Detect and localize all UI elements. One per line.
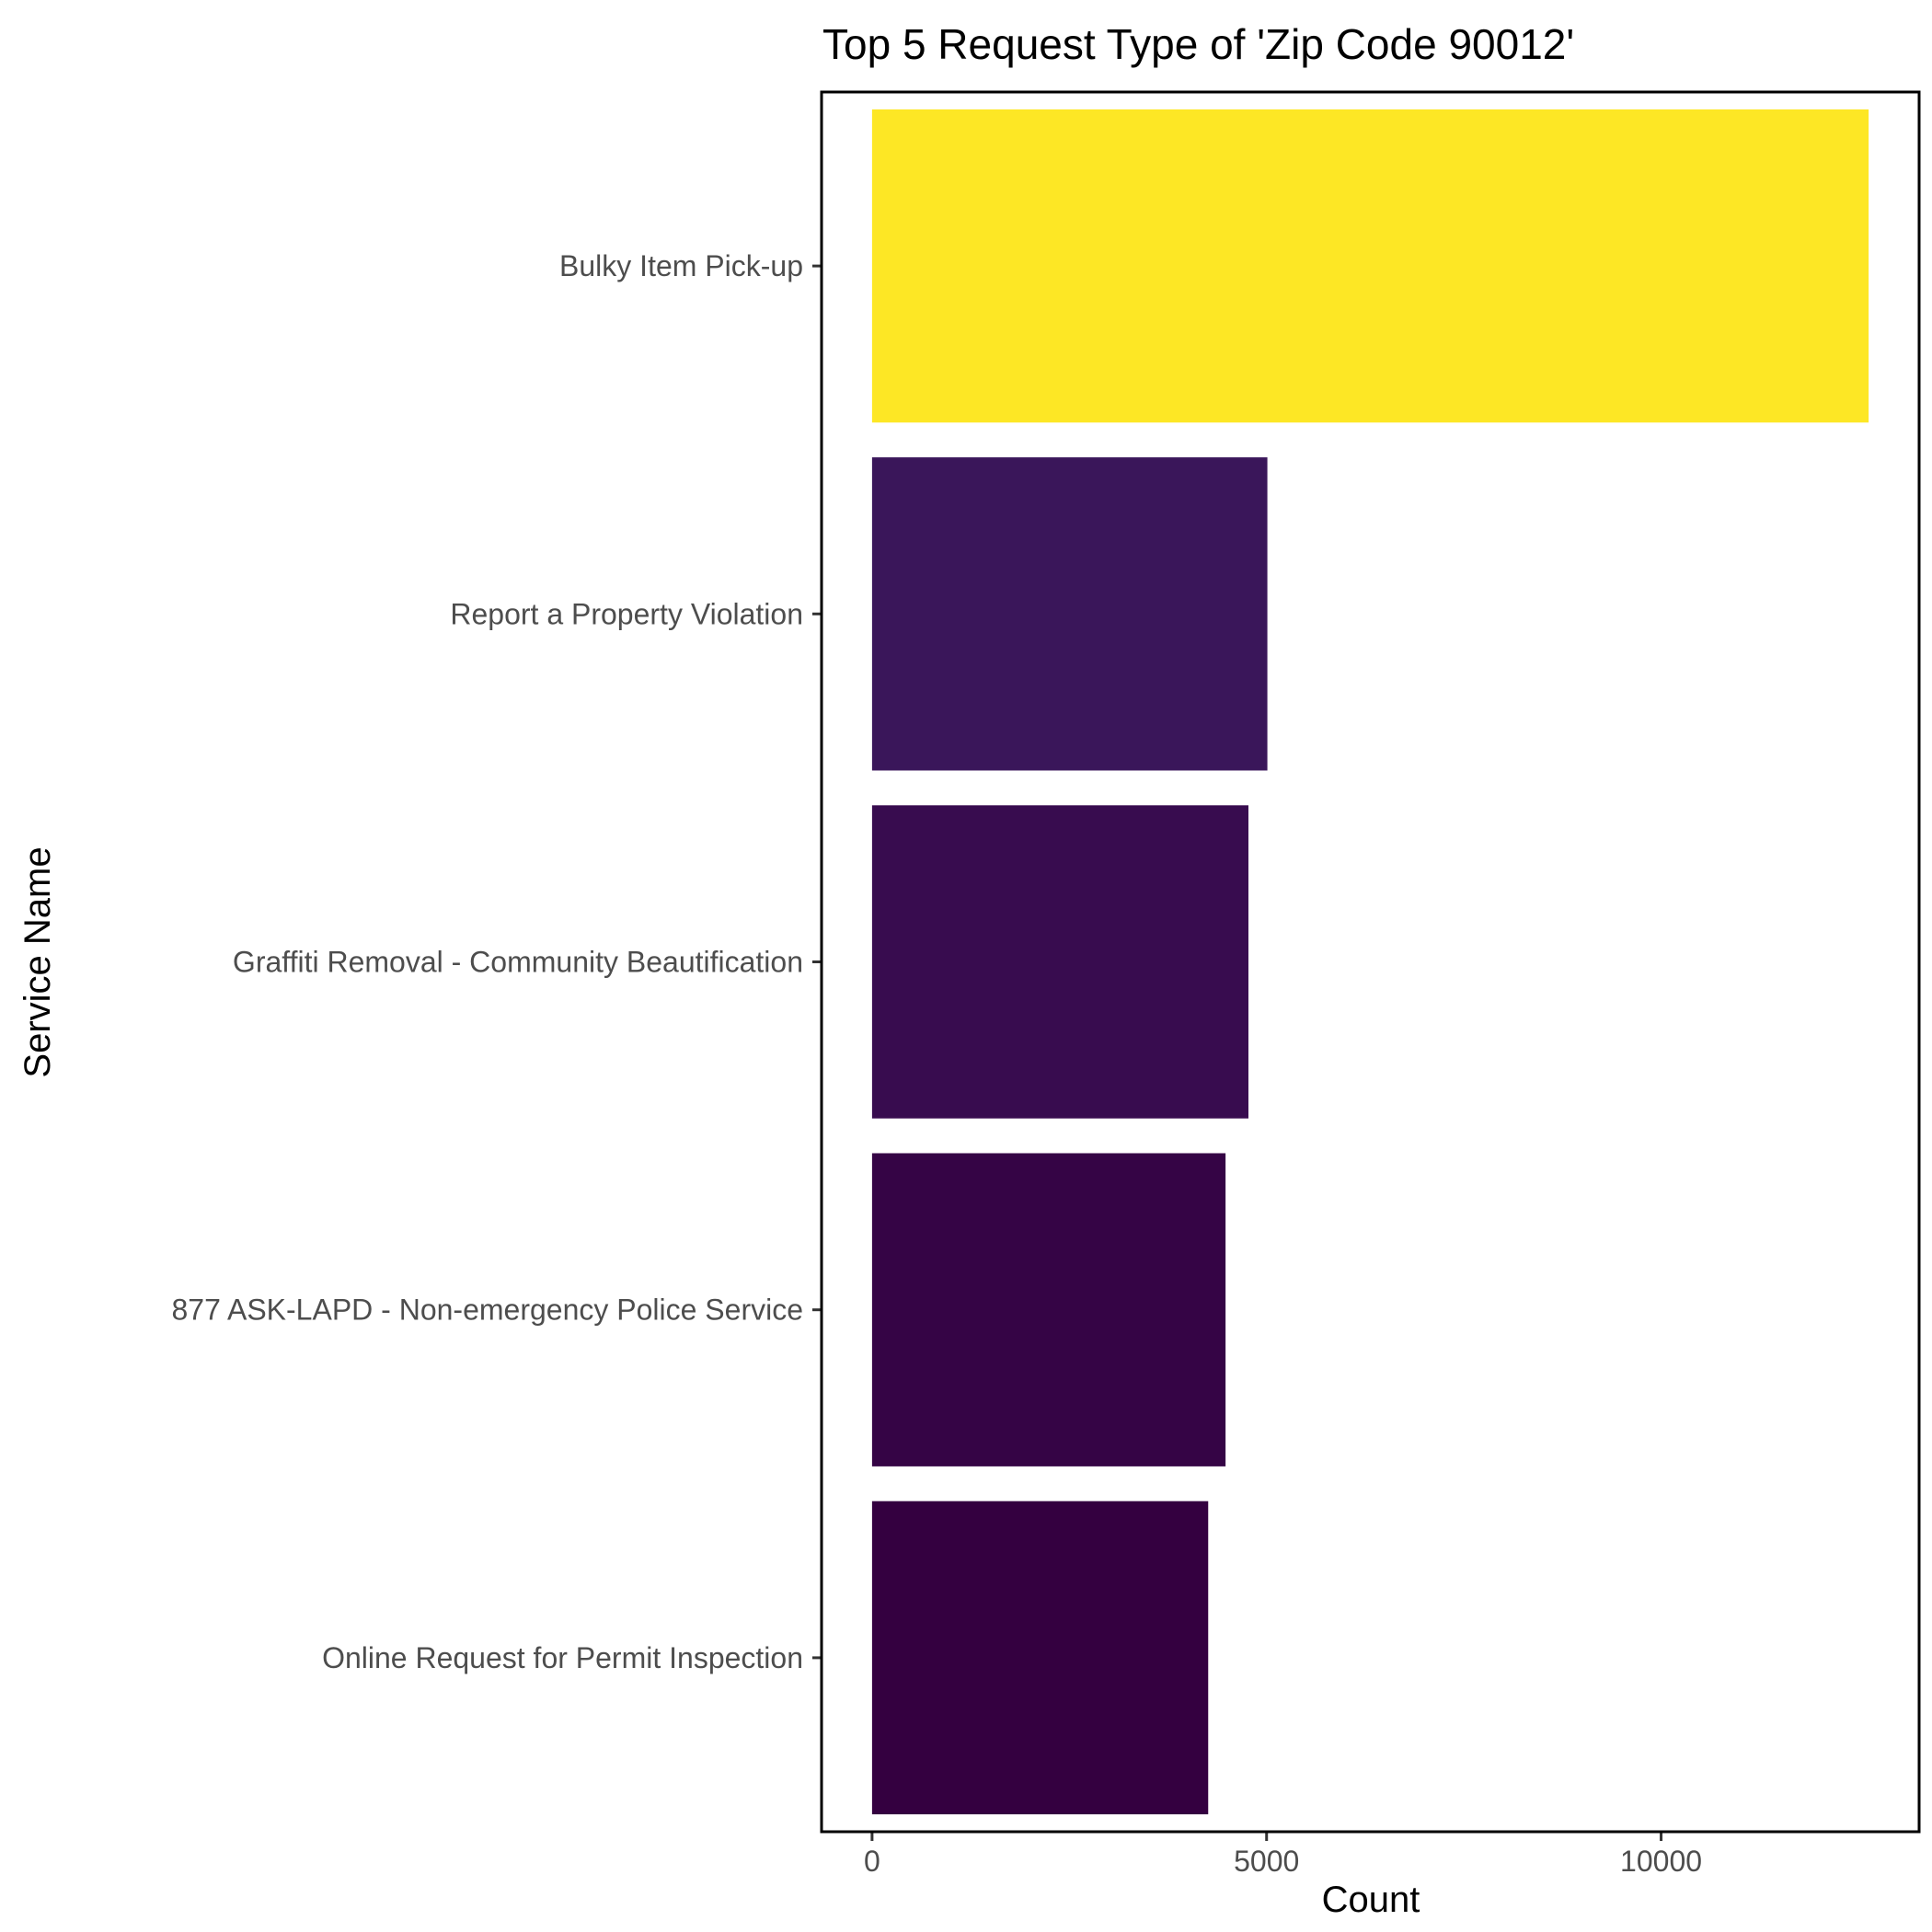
bar [871, 1501, 1209, 1815]
bars-group [871, 109, 1869, 1815]
plot-panel-border [820, 90, 1921, 1834]
y-tick-label: Graffiti Removal - Community Beautificat… [233, 946, 803, 979]
y-axis-title: Service Name [17, 846, 58, 1077]
y-tick-label: 877 ASK-LAPD - Non-emergency Police Serv… [171, 1294, 803, 1327]
bar [871, 109, 1869, 423]
y-tick-label: Report a Property Violation [450, 597, 803, 630]
bar [871, 1153, 1226, 1466]
y-axis: Bulky Item Pick-up Report a Property Viol… [171, 249, 822, 1674]
x-tick-label: 5000 [1234, 1845, 1299, 1878]
y-tick-label: Bulky Item Pick-up [559, 249, 803, 282]
y-tick-label: Online Request for Permit Inspection [322, 1641, 803, 1674]
bar [871, 457, 1268, 771]
x-tick-label: 0 [864, 1845, 880, 1878]
bar [871, 805, 1248, 1119]
chart-title: Top 5 Request Type of 'Zip Code 90012' [822, 20, 1574, 68]
x-axis: 0 5000 10000 [820, 90, 1921, 1878]
x-tick-label: 10000 [1620, 1845, 1702, 1878]
x-axis-title: Count [1322, 1880, 1420, 1920]
